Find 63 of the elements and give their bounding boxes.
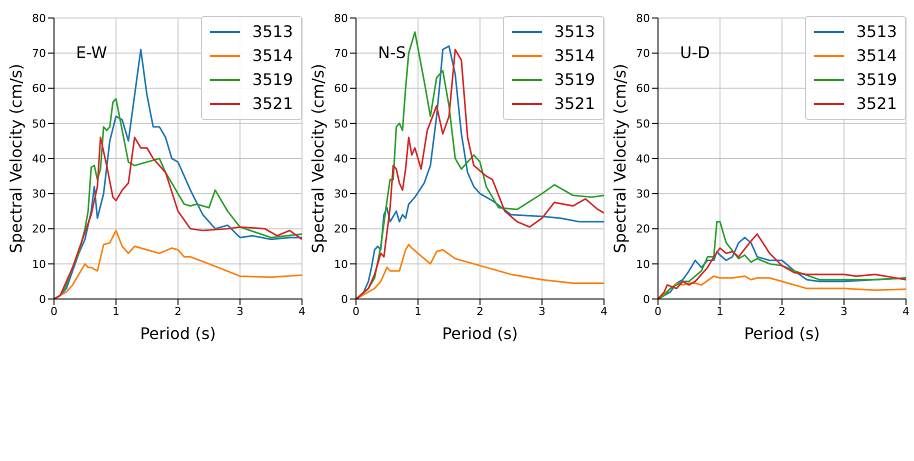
y-axis-title: Spectral Velocity (cm/s) — [308, 64, 328, 254]
x-tick-label: 2 — [778, 304, 786, 318]
y-tick-label: 50 — [636, 117, 650, 130]
y-tick-label: 80 — [636, 12, 650, 25]
x-tick-label: 1 — [716, 304, 724, 318]
y-axis-title: Spectral Velocity (cm/s) — [610, 64, 630, 254]
legend-label: 3519 — [252, 69, 293, 91]
x-tick-label: 2 — [174, 304, 182, 318]
y-tick-label: 60 — [636, 82, 650, 96]
y-tick-label: 40 — [334, 152, 348, 166]
legend-label: 3519 — [856, 69, 897, 91]
annotation: E-W — [76, 43, 108, 62]
legend-label: 3519 — [554, 69, 595, 91]
x-tick-label: 3 — [236, 304, 244, 318]
legend-label: 3513 — [554, 21, 595, 43]
y-tick-label: 40 — [636, 152, 650, 166]
y-tick-label: 10 — [32, 258, 46, 271]
x-tick-label: 1 — [112, 304, 120, 318]
x-tick-label: 4 — [298, 304, 306, 318]
y-tick-label: 20 — [636, 222, 650, 236]
y-tick-label: 30 — [636, 188, 650, 201]
legend-label: 3513 — [252, 21, 293, 43]
y-tick-label: 80 — [32, 12, 46, 25]
x-tick-label: 3 — [538, 304, 546, 318]
x-tick-label: 0 — [654, 304, 662, 318]
legend-label: 3521 — [554, 93, 595, 115]
x-axis-title: Period (s) — [744, 324, 820, 343]
y-tick-label: 10 — [334, 258, 348, 271]
x-tick-label: 3 — [840, 304, 848, 318]
legend-label: 3514 — [856, 45, 897, 67]
x-tick-label: 4 — [902, 304, 910, 318]
y-tick-label: 70 — [32, 47, 46, 60]
y-tick-label: 50 — [334, 117, 348, 130]
x-tick-label: 0 — [352, 304, 360, 318]
legend-label: 3514 — [252, 45, 293, 67]
legend-label: 3514 — [554, 45, 595, 67]
x-axis-title: Period (s) — [140, 324, 216, 343]
y-tick-label: 80 — [334, 12, 348, 25]
y-tick-label: 30 — [334, 188, 348, 201]
legend-label: 3521 — [856, 93, 897, 115]
y-tick-label: 0 — [643, 292, 650, 306]
legend-label: 3521 — [252, 93, 293, 115]
y-axis-title: Spectral Velocity (cm/s) — [6, 64, 26, 254]
y-tick-label: 50 — [32, 117, 46, 130]
x-tick-label: 4 — [600, 304, 608, 318]
y-tick-label: 30 — [32, 188, 46, 201]
x-tick-label: 0 — [50, 304, 58, 318]
annotation: N-S — [378, 43, 406, 62]
y-tick-label: 20 — [334, 222, 348, 236]
y-tick-label: 60 — [334, 82, 348, 96]
y-tick-label: 20 — [32, 222, 46, 236]
x-tick-label: 1 — [414, 304, 422, 318]
y-tick-label: 40 — [32, 152, 46, 166]
y-tick-label: 70 — [334, 47, 348, 60]
x-tick-label: 2 — [476, 304, 484, 318]
y-tick-label: 10 — [636, 258, 650, 271]
legend-label: 3513 — [856, 21, 897, 43]
y-tick-label: 0 — [341, 292, 348, 306]
y-tick-label: 70 — [636, 47, 650, 60]
annotation: U-D — [680, 43, 710, 62]
x-axis-title: Period (s) — [442, 324, 518, 343]
y-tick-label: 0 — [39, 292, 46, 306]
y-tick-label: 60 — [32, 82, 46, 96]
